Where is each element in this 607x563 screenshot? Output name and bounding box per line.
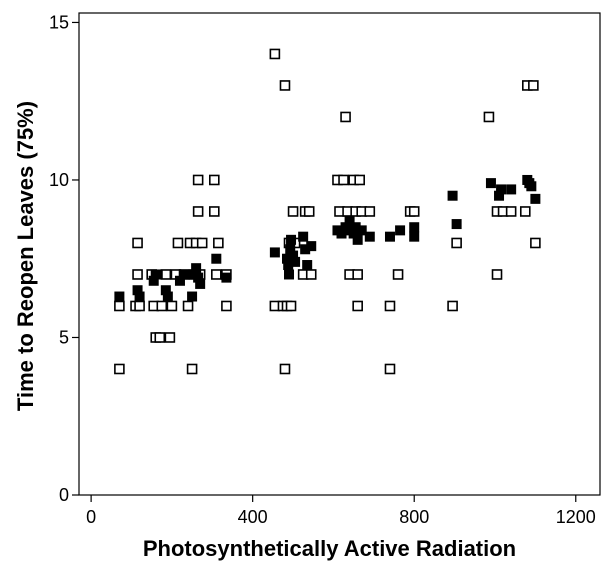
filled-square-point (384, 231, 395, 242)
open-square-point (392, 269, 404, 280)
open-square-point (154, 332, 166, 343)
open-square-point (208, 206, 220, 217)
open-square-point (528, 80, 539, 91)
open-square-point (519, 206, 531, 217)
open-square-point (364, 206, 376, 217)
open-square-point (164, 332, 176, 343)
open-square-point (491, 269, 503, 280)
open-square-point (285, 300, 297, 312)
filled-square-point (302, 260, 313, 271)
open-square-point (192, 174, 204, 186)
filled-square-point (221, 272, 232, 283)
open-square-point (408, 206, 420, 217)
filled-square-point (211, 253, 222, 264)
filled-square-point (530, 193, 541, 204)
filled-square-point (290, 256, 301, 267)
filled-square-point (344, 215, 355, 226)
open-square-point (196, 237, 208, 249)
open-square-point (483, 111, 495, 123)
filled-square-point (356, 225, 367, 236)
x-tick-label: 0 (86, 507, 96, 527)
filled-square-point (162, 291, 173, 302)
open-square-point (451, 237, 462, 249)
open-square-point (211, 269, 222, 280)
open-square-point (182, 300, 194, 312)
filled-square-point (306, 241, 317, 252)
open-square-point (156, 300, 168, 312)
open-square-point (192, 206, 204, 217)
open-square-point (340, 111, 351, 123)
open-square-point (166, 300, 178, 312)
open-square-point (279, 80, 291, 91)
open-square-point (305, 269, 317, 280)
open-square-point (134, 300, 145, 312)
filled-square-point (447, 190, 458, 201)
filled-square-point (526, 181, 537, 192)
open-square-point (221, 300, 232, 312)
open-square-point (352, 269, 363, 280)
y-tick-label: 10 (49, 170, 69, 190)
open-square-point (384, 363, 396, 375)
filled-square-point (286, 234, 297, 245)
filled-square-point (364, 231, 375, 242)
filled-square-point (191, 263, 202, 274)
filled-square-point (114, 291, 125, 302)
open-square-point (384, 300, 396, 312)
open-square-point (213, 237, 224, 249)
filled-square-point (506, 184, 517, 195)
x-axis-title: Photosynthetically Active Radiation (143, 536, 516, 561)
filled-square-point (284, 269, 295, 280)
x-axis: 0 400 800 1200 (86, 495, 596, 527)
open-square-point (186, 363, 198, 375)
filled-square-point (409, 222, 420, 233)
open-square-point (114, 300, 125, 312)
filled-square-point (496, 184, 507, 195)
y-tick-label: 0 (59, 485, 69, 505)
open-square-point (114, 363, 125, 375)
x-tick-label: 800 (399, 507, 429, 527)
filled-square-point (409, 231, 420, 242)
filled-square-point (451, 219, 462, 230)
filled-square-point (269, 247, 280, 258)
open-square-point (303, 206, 315, 217)
open-square-point (279, 363, 291, 375)
open-square-point (208, 174, 220, 186)
y-tick-label: 15 (49, 12, 69, 32)
y-tick-label: 5 (59, 327, 69, 347)
open-square-point (447, 300, 458, 312)
open-square-point (132, 269, 143, 280)
open-square-point (132, 237, 143, 249)
x-tick-label: 400 (238, 507, 268, 527)
filled-square-point (152, 269, 163, 280)
open-square-point (269, 48, 281, 60)
filled-square-point (179, 269, 190, 280)
open-square-point (530, 237, 541, 249)
y-axis-title: Time to Reopen Leaves (75%) (13, 101, 38, 411)
y-axis: 0 5 10 15 (49, 12, 79, 505)
filled-square-point (195, 278, 206, 289)
filled-square-point (298, 231, 309, 242)
filled-square-point (485, 178, 496, 189)
open-square-point (354, 174, 365, 186)
data-points (114, 48, 541, 375)
filled-square-point (187, 291, 198, 302)
filled-square-point (134, 291, 145, 302)
open-square-point (172, 237, 184, 249)
x-tick-label: 1200 (556, 507, 596, 527)
plot-frame (78, 12, 601, 496)
open-square-point (505, 206, 517, 217)
filled-square-point (395, 225, 406, 236)
filled-square-point (352, 234, 363, 245)
open-square-point (338, 174, 349, 186)
open-square-point (352, 300, 363, 312)
open-square-point (287, 206, 299, 217)
